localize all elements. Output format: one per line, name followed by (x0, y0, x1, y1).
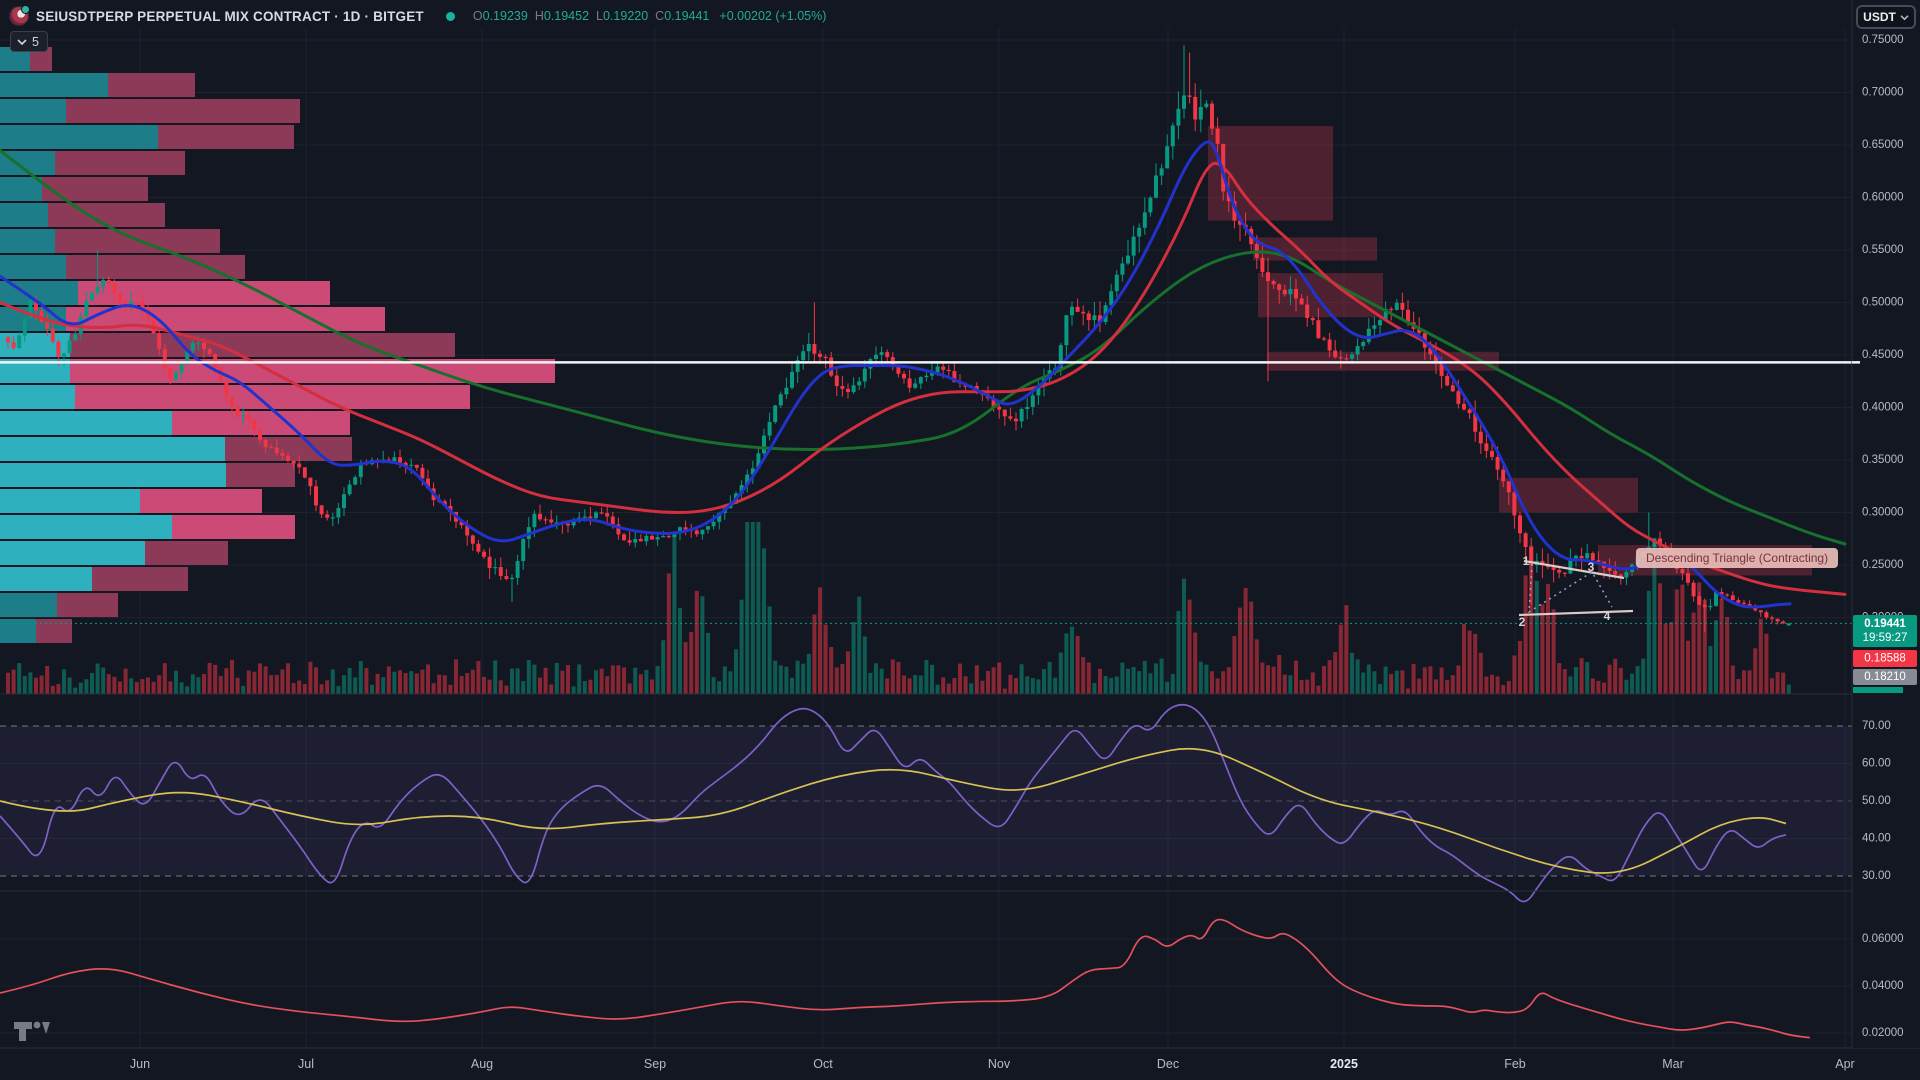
ma-fast-blue (0, 140, 1792, 609)
axis-label: 19:59:27 (1863, 632, 1908, 644)
rsi-line (0, 703, 1787, 903)
ohlc-readout: O0.19239 H0.19452 L0.19220 C0.19441 (473, 9, 710, 23)
chart-header: SEIUSDTPERP PERPETUAL MIX CONTRACT · 1D … (10, 5, 826, 27)
volatility-line (0, 918, 1811, 1039)
axis-label: Aug (471, 1057, 493, 1071)
axis-label: 0.25000 (1862, 559, 1904, 571)
axis-label: 0.19441 (1864, 618, 1906, 630)
price-axis-badges: 0.19441 19:59:27 0.18588 0.18210 (1853, 615, 1917, 693)
ma-slow-green (0, 148, 1847, 546)
rsi-pane-band (0, 725, 1852, 877)
open-value: 0.19239 (482, 9, 528, 23)
high-value: 0.19452 (543, 9, 590, 23)
price-axis[interactable]: 0.75000 0.70000 0.65000 0.60000 0.55000 0.500… (1851, 0, 1920, 1048)
volume-profile (0, 47, 555, 643)
axis-label: 0.45000 (1862, 349, 1904, 361)
close-value: 0.19441 (664, 9, 710, 23)
low-label: L (596, 9, 603, 23)
high-label: H (534, 9, 544, 23)
axis-label: 30.00 (1862, 870, 1891, 882)
axis-label: Jun (130, 1057, 150, 1071)
axis-label: Dec (1157, 1057, 1179, 1071)
axis-label: 0.06000 (1862, 933, 1904, 945)
axis-label: Jul (298, 1057, 314, 1071)
axis-label: 0.60000 (1862, 192, 1904, 204)
axis-label: 0.65000 (1862, 139, 1904, 151)
axis-label: 0.02000 (1862, 1027, 1904, 1039)
time-axis[interactable]: Jun Jul Aug Sep Oct Nov Dec 2025 Feb Mar Apr (130, 1057, 1855, 1071)
axis-label: 2025 (1330, 1057, 1358, 1071)
axis-label: 0.18588 (1864, 653, 1906, 665)
axis-label: 0.30000 (1862, 507, 1904, 519)
market-open-dot-icon (445, 11, 455, 21)
currency-label: USDT (1863, 10, 1896, 24)
axis-label: 2 (1519, 615, 1526, 629)
lower-indicator (0, 918, 1811, 1039)
axis-label: Nov (988, 1057, 1011, 1071)
chevron-down-icon (1900, 14, 1909, 20)
axis-label: 40.00 (1862, 833, 1891, 845)
axis-label: 0.70000 (1862, 87, 1904, 99)
descending-triangle-pattern[interactable]: 1 2 3 4 (1519, 554, 1634, 629)
axis-label: 60.00 (1862, 758, 1891, 770)
axis-label: 0.55000 (1862, 244, 1904, 256)
axis-label: Mar (1662, 1057, 1684, 1071)
volume-bars (6, 522, 1791, 694)
indicators-collapse-button[interactable]: 5 (10, 31, 48, 52)
axis-label: Apr (1835, 1057, 1854, 1071)
pattern-tooltip[interactable]: Descending Triangle (Contracting) (1636, 548, 1839, 568)
axis-label: 0.50000 (1862, 297, 1904, 309)
currency-dropdown[interactable]: USDT (1856, 5, 1916, 29)
price-lines[interactable] (0, 361, 1852, 624)
axis-label: 3 (1588, 560, 1595, 574)
exchange-badge-icon (21, 5, 30, 14)
symbol-title[interactable]: SEIUSDTPERP PERPETUAL MIX CONTRACT · 1D … (36, 8, 424, 24)
axis-label: 0.75000 (1862, 34, 1904, 46)
gray-level-badge (1853, 669, 1917, 685)
axis-label: 0.04000 (1862, 980, 1904, 992)
indicator-count: 5 (32, 34, 39, 49)
red-level-badge (1853, 650, 1917, 667)
chevron-down-icon (17, 38, 27, 45)
axis-label: 1 (1523, 554, 1530, 568)
axis-label: Feb (1504, 1057, 1526, 1071)
axis-label: 0.35000 (1862, 454, 1904, 466)
rsi-indicator (0, 703, 1787, 903)
pane-separators (0, 693, 1920, 1049)
axis-label: Sep (644, 1057, 666, 1071)
teal-strip-badge (1853, 687, 1903, 693)
axis-label: Oct (813, 1057, 833, 1071)
moving-averages (0, 140, 1847, 609)
open-label: O (472, 9, 483, 23)
axis-label: 0.18210 (1864, 671, 1906, 683)
axis-label: 4 (1604, 609, 1611, 623)
close-label: C (655, 9, 665, 23)
rsi-ma-line (0, 747, 1787, 874)
axis-label: 50.00 (1862, 795, 1891, 807)
change-value: +0.00202 (+1.05%) (719, 9, 827, 23)
low-value: 0.19220 (602, 9, 649, 23)
symbol-logo-icon (10, 5, 30, 25)
last-price-badge (1853, 615, 1917, 647)
axis-label: 0.40000 (1862, 402, 1904, 414)
tradingview-logo[interactable] (14, 1021, 50, 1041)
axis-label: 70.00 (1862, 720, 1891, 732)
